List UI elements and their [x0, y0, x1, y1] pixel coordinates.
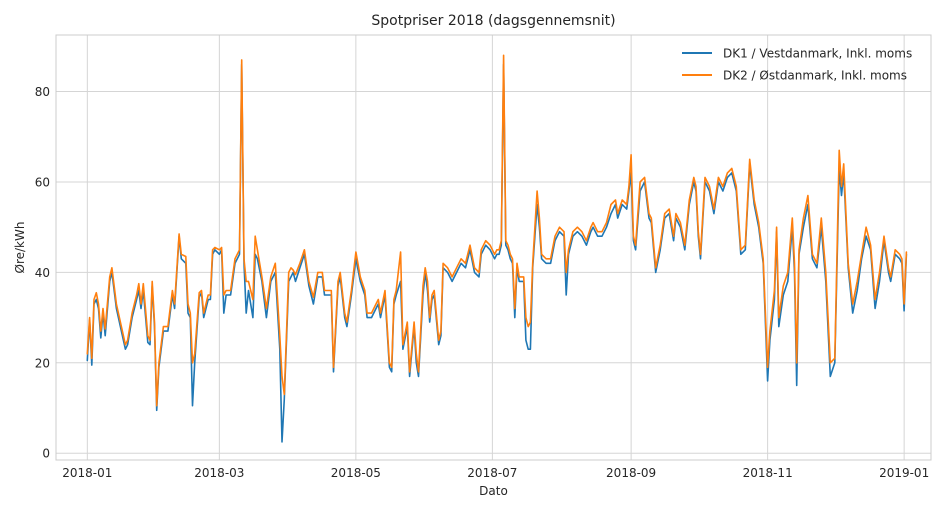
- y-axis-label: Øre/kWh: [13, 222, 27, 274]
- y-tick-label: 60: [35, 175, 50, 189]
- legend-label-dk1: DK1 / Vestdanmark, Inkl. moms: [723, 47, 912, 61]
- x-tick-label: 2018-07: [467, 466, 517, 480]
- y-tick-label: 20: [35, 356, 50, 370]
- x-tick-label: 2018-03: [194, 466, 244, 480]
- x-tick-label: 2018-01: [62, 466, 112, 480]
- x-tick-labels: 2018-01 2018-03 2018-05 2018-07 2018-09 2018-…: [62, 466, 929, 480]
- chart-title: Spotpriser 2018 (dagsgennemsnit): [371, 13, 615, 29]
- legend-label-dk2: DK2 / Østdanmark, Inkl. moms: [723, 69, 907, 83]
- series-line-dk1: [86, 63, 908, 443]
- x-tick-label: 2018-05: [331, 466, 381, 480]
- x-tick-label: 2018-09: [606, 466, 656, 480]
- y-tick-label: 40: [35, 266, 50, 280]
- y-tick-label: 0: [42, 447, 50, 461]
- y-tick-label: 80: [35, 85, 50, 99]
- series-line-dk2: [86, 54, 908, 407]
- legend: DK1 / Vestdanmark, Inkl. moms DK2 / Østd…: [682, 47, 912, 83]
- x-axis-label: Dato: [479, 484, 508, 498]
- series-lines: [86, 54, 908, 443]
- x-tick-label: 2018-11: [743, 466, 793, 480]
- y-tick-labels: 0 20 40 60 80: [35, 85, 50, 461]
- plot-area-frame: [55, 34, 932, 461]
- grid-lines: [56, 35, 931, 460]
- x-tick-label: 2019-01: [879, 466, 929, 480]
